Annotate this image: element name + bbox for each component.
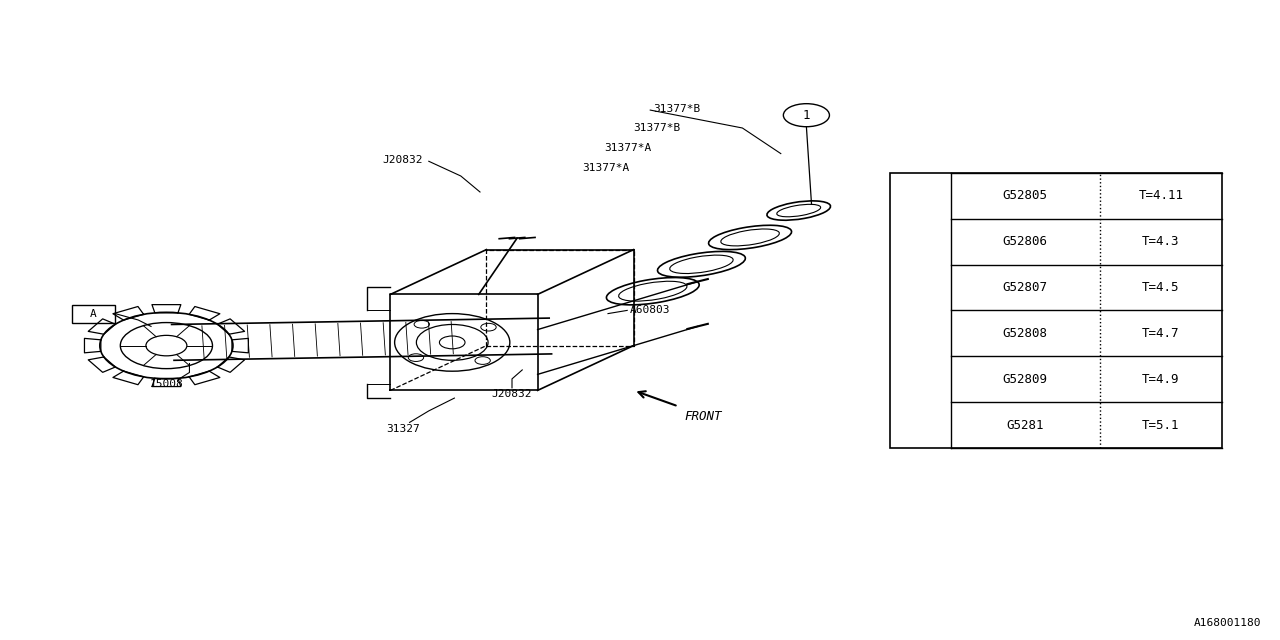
Text: 1: 1 — [803, 109, 810, 122]
Text: T=4.11: T=4.11 — [1138, 189, 1184, 202]
Text: G52806: G52806 — [1002, 235, 1048, 248]
Text: G52809: G52809 — [1002, 372, 1048, 386]
Text: FRONT: FRONT — [685, 410, 722, 422]
Text: J20832: J20832 — [492, 388, 532, 399]
Text: 15008: 15008 — [150, 379, 183, 389]
Text: T=4.7: T=4.7 — [1142, 327, 1180, 340]
Text: A168001180: A168001180 — [1193, 618, 1261, 628]
Text: 31377*A: 31377*A — [604, 143, 652, 154]
Text: J20832: J20832 — [381, 155, 422, 165]
Text: 1: 1 — [916, 304, 924, 317]
Text: T=4.9: T=4.9 — [1142, 372, 1180, 386]
Text: 31377*A: 31377*A — [582, 163, 630, 173]
Text: G52807: G52807 — [1002, 281, 1048, 294]
Text: A60803: A60803 — [630, 305, 671, 316]
Text: T=4.3: T=4.3 — [1142, 235, 1180, 248]
Text: 31327: 31327 — [387, 424, 420, 434]
Text: G52808: G52808 — [1002, 327, 1048, 340]
Text: G52805: G52805 — [1002, 189, 1048, 202]
Text: A: A — [90, 308, 97, 319]
Text: T=5.1: T=5.1 — [1142, 419, 1180, 431]
Text: 31377*B: 31377*B — [634, 123, 681, 133]
Text: G5281: G5281 — [1006, 419, 1044, 431]
Text: 31377*B: 31377*B — [653, 104, 700, 114]
Text: T=4.5: T=4.5 — [1142, 281, 1180, 294]
Bar — [72, 305, 115, 323]
Bar — [890, 173, 1222, 448]
